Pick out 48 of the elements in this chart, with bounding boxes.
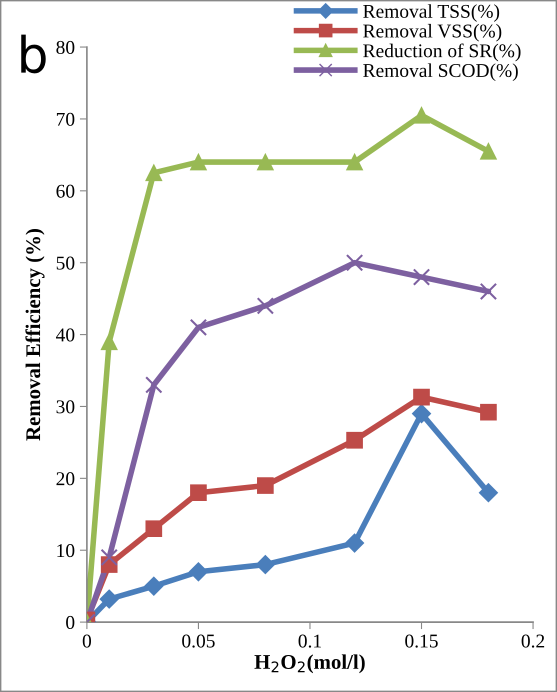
y-tick-label: 70 [56,112,74,126]
point [480,404,497,421]
y-axis-title: Removal Efficiency (%) [25,229,45,441]
point [100,590,119,609]
y-tick-label: 20 [56,472,74,486]
point [257,477,274,494]
legend-label: Removal TSS(%) [363,4,500,22]
x-axis-title: H$_{2}$O$_{2}$(mol/l) [254,654,365,674]
point [190,154,207,170]
point [190,318,208,336]
y-tick-label: 40 [56,328,74,342]
point [257,154,274,170]
legend-label: Removal SCOD(%) [363,63,518,82]
point [256,555,275,574]
point [478,483,498,502]
point [345,534,364,553]
point [188,562,208,582]
point [144,576,164,596]
x-tick-label: 0.1 [298,634,321,648]
y-tick-label: 10 [57,544,74,558]
point [190,484,207,502]
x-tick-label: 0 [82,634,92,648]
legend-label: Removal VSS(%) [363,24,502,42]
text: b [21,34,46,74]
point [413,107,430,124]
point [412,404,432,424]
point [346,432,363,449]
point [346,254,364,272]
point [256,297,274,315]
y-tick-label: 50 [56,256,74,270]
x-tick-label: 0.05 [182,634,215,648]
y-tick-label: 60 [56,184,74,198]
point [145,520,162,537]
x-tick-label: 0.2 [522,634,544,648]
y-tick-label: 0 [66,616,74,630]
point [145,376,162,394]
point [100,548,118,566]
legend-label: Reduction of SR(%) [363,43,521,62]
point [412,268,430,286]
point [480,282,498,300]
point [413,388,430,406]
point [145,164,162,182]
y-tick-label: 30 [56,400,74,414]
point [346,154,363,170]
point [100,333,118,350]
x-tick-label: 0.15 [405,634,438,648]
y-tick-label: 80 [56,40,74,54]
point [480,142,497,160]
